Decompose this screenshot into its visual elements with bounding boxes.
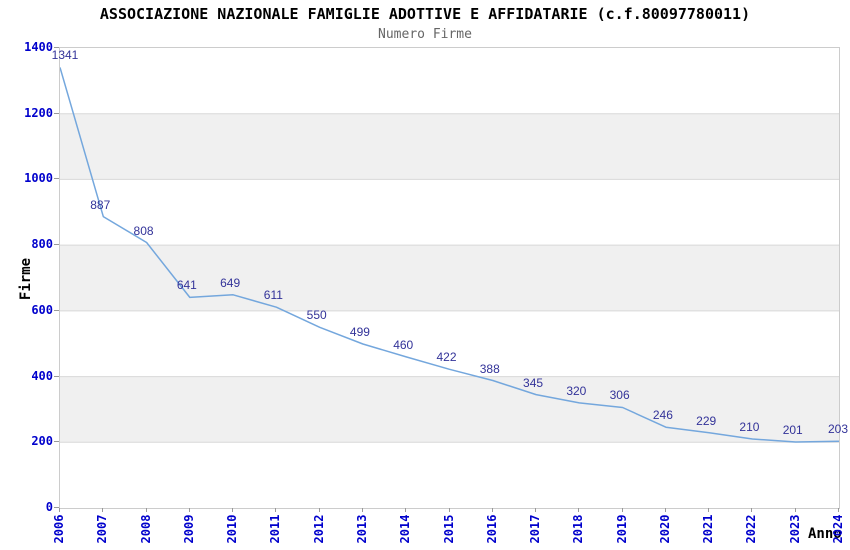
x-tick-label: 2014: [398, 514, 413, 544]
data-point-label: 203: [827, 422, 849, 437]
x-tick-label: 2012: [311, 514, 326, 544]
y-tick-mark: [54, 309, 59, 311]
y-axis-title: Firme: [18, 257, 34, 301]
x-tick-label: 2022: [744, 514, 759, 544]
x-tick-mark: [751, 508, 753, 512]
y-tick-mark: [54, 375, 59, 377]
x-tick-label: 2009: [181, 514, 196, 544]
x-tick-mark: [188, 508, 190, 512]
data-point-label: 499: [349, 325, 370, 340]
x-tick-mark: [275, 508, 277, 512]
x-tick-mark: [59, 508, 60, 512]
x-tick-mark: [405, 508, 407, 512]
x-tick-mark: [232, 508, 234, 512]
x-tick-mark: [491, 508, 493, 512]
alt-band: [60, 245, 839, 311]
x-tick-mark: [145, 508, 147, 512]
alt-band: [60, 376, 839, 443]
chart-subtitle: Numero Firme: [378, 27, 472, 42]
x-tick-label: 2020: [657, 514, 672, 544]
line-chart-canvas: [60, 67, 839, 443]
y-tick-mark: [54, 441, 59, 443]
data-point-label: 320: [566, 383, 587, 398]
x-tick-label: 2016: [484, 514, 499, 544]
y-tick-label: 1000: [24, 171, 53, 186]
x-tick-label: 2015: [441, 514, 456, 544]
data-point-label: 306: [609, 388, 630, 403]
x-tick-mark: [448, 508, 450, 512]
plot-area: [59, 47, 840, 509]
x-tick-mark: [578, 508, 580, 512]
alt-band: [60, 113, 839, 180]
y-tick-label: 0: [45, 500, 53, 514]
data-point-label: 210: [739, 420, 760, 434]
x-tick-label: 2023: [787, 514, 802, 544]
x-tick-label: 2024: [831, 514, 845, 544]
x-tick-mark: [535, 508, 537, 512]
x-tick-label: 2018: [571, 514, 586, 544]
data-point-label: 808: [133, 223, 154, 238]
x-tick-label: 2010: [225, 514, 240, 544]
y-tick-label: 800: [31, 237, 53, 252]
data-point-label: 649: [220, 275, 241, 290]
chart-title: ASSOCIAZIONE NAZIONALE FAMIGLIE ADOTTIVE…: [99, 5, 751, 23]
data-point-label: 345: [523, 375, 544, 390]
x-tick-label: 2007: [95, 514, 110, 544]
data-point-label: 201: [782, 422, 803, 437]
data-point-label: 641: [176, 278, 197, 293]
data-point-label: 388: [479, 361, 500, 376]
y-tick-mark: [54, 507, 59, 508]
data-point-label: 422: [436, 350, 457, 365]
x-tick-mark: [621, 508, 623, 512]
x-tick-mark: [318, 508, 320, 512]
y-tick-mark: [54, 112, 59, 114]
y-tick-label: 1400: [24, 40, 53, 54]
x-tick-label: 2008: [138, 514, 153, 544]
y-tick-mark: [54, 244, 59, 246]
series-line: [60, 67, 839, 443]
data-point-label: 887: [90, 197, 111, 212]
x-axis-title: Anno: [808, 526, 842, 542]
y-tick-label: 600: [31, 302, 53, 317]
x-tick-mark: [708, 508, 710, 512]
x-tick-mark: [361, 508, 363, 512]
y-tick-mark: [54, 47, 59, 48]
x-tick-label: 2021: [701, 514, 716, 544]
x-tick-label: 2019: [614, 514, 629, 544]
data-point-label: 460: [393, 337, 414, 352]
y-tick-label: 1200: [24, 105, 53, 120]
data-point-label: 229: [696, 413, 717, 428]
x-tick-mark: [664, 508, 666, 512]
x-tick-label: 2011: [268, 514, 283, 544]
y-tick-label: 200: [31, 434, 53, 449]
x-tick-mark: [102, 508, 104, 512]
data-point-label: 246: [652, 408, 673, 423]
x-tick-label: 2006: [52, 514, 66, 544]
x-tick-mark: [794, 508, 796, 512]
x-tick-label: 2013: [354, 514, 369, 544]
y-tick-mark: [54, 178, 59, 180]
data-point-label: 611: [263, 288, 283, 303]
x-tick-label: 2017: [528, 514, 543, 544]
y-tick-label: 400: [31, 368, 53, 383]
data-point-label: 1341: [51, 48, 79, 63]
x-tick-mark: [838, 508, 839, 512]
data-point-label: 550: [306, 308, 327, 323]
